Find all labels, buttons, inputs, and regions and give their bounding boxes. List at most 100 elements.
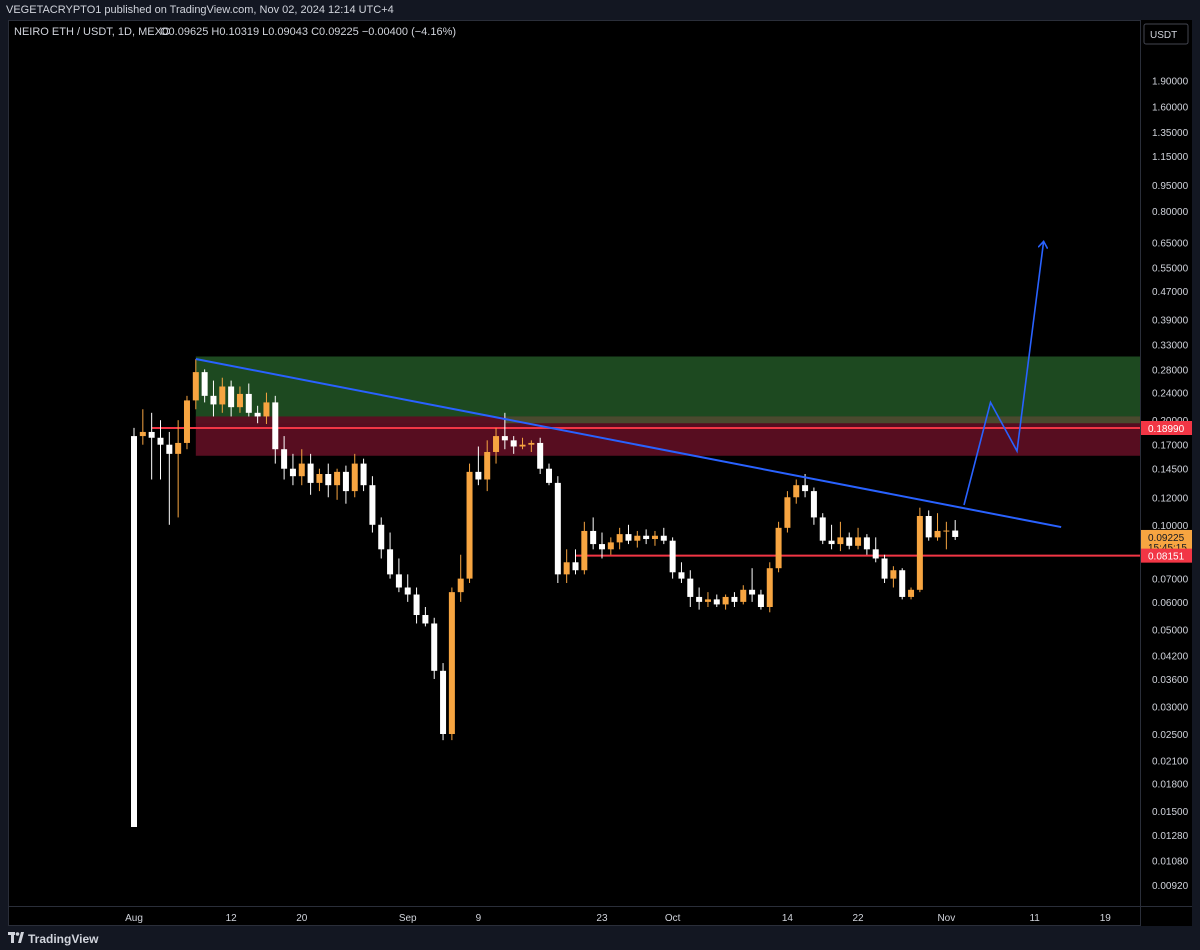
candle-body: [131, 436, 137, 827]
candle-body: [351, 463, 358, 492]
candle-body: [908, 589, 915, 597]
candle-body: [766, 568, 773, 607]
currency-box: [1143, 23, 1189, 45]
currency-label: USDT: [1150, 30, 1177, 41]
publisher-text: VEGETACRYPTO1 published on TradingView.c…: [6, 4, 394, 16]
candle-body: [148, 431, 155, 438]
candle-body: [881, 558, 888, 579]
y-tick-label: 0.33000: [1152, 341, 1189, 352]
candle-body: [828, 540, 835, 545]
candle-body: [387, 549, 394, 575]
y-tick-label: 0.04200: [1152, 652, 1189, 663]
candle-body: [563, 562, 570, 575]
candle-body: [598, 544, 605, 550]
y-tick-label: 0.65000: [1152, 238, 1189, 249]
candle-body: [272, 402, 279, 450]
y-tick-label: 1.15000: [1152, 152, 1189, 163]
x-tick-label: Sep: [399, 913, 417, 924]
candle-body: [740, 589, 747, 602]
candle-body: [819, 517, 826, 541]
y-tick-label: 0.24000: [1152, 389, 1189, 400]
candle-body: [925, 515, 932, 538]
candle-body: [943, 530, 950, 532]
y-tick-label: 0.07000: [1152, 575, 1189, 586]
candle-body: [952, 530, 959, 537]
y-tick-label: 0.03600: [1152, 675, 1189, 686]
countdown-label: 15:45:15: [1148, 543, 1187, 554]
ohlc-legend: O0.09625 H0.10319 L0.09043 C0.09225 −0.0…: [160, 26, 456, 38]
candle-body: [863, 537, 870, 550]
candle-body: [289, 468, 296, 477]
candle-body: [810, 491, 817, 518]
y-tick-label: 0.01500: [1152, 807, 1189, 818]
price-axis-bg: [1140, 20, 1192, 926]
x-tick-label: 20: [296, 913, 308, 924]
y-tick-label: 0.95000: [1152, 181, 1189, 192]
candle-body: [519, 444, 526, 447]
x-tick-label: Aug: [125, 913, 143, 924]
candle-body: [890, 570, 897, 579]
candle-body: [616, 534, 623, 543]
candle-body: [245, 393, 252, 413]
x-tick-label: 14: [782, 913, 794, 924]
candle-body: [166, 444, 173, 454]
candle-body: [537, 442, 544, 469]
y-tick-label: 0.02500: [1152, 730, 1189, 741]
x-tick-label: 12: [226, 913, 238, 924]
candle-body: [395, 574, 402, 588]
candle-body: [651, 535, 658, 540]
y-tick-label: 0.01080: [1152, 857, 1189, 868]
candle-body: [422, 615, 429, 624]
candle-body: [546, 468, 553, 483]
y-tick-label: 0.80000: [1152, 207, 1189, 218]
candle-body: [749, 589, 756, 595]
candle-body: [607, 542, 614, 550]
candle-body: [298, 463, 305, 477]
y-tick-label: 0.02100: [1152, 756, 1189, 767]
candle-body: [175, 442, 182, 454]
x-tick-label: Nov: [937, 913, 955, 924]
price-label: 0.09225: [1148, 533, 1185, 544]
y-tick-label: 0.17000: [1152, 441, 1189, 452]
candle-body: [183, 400, 190, 443]
candle-body: [669, 540, 676, 573]
price-chart[interactable]: USDT 1.90000 1.60000 1.35000 1.15000 0.95000 0…: [8, 20, 1192, 926]
candle-body: [493, 436, 500, 452]
candle-body: [793, 485, 800, 498]
footer-brand: TradingView: [28, 932, 99, 946]
candle-body: [846, 537, 853, 546]
y-tick-label: 0.10000: [1152, 521, 1189, 532]
candle-body: [899, 570, 906, 597]
candle-body: [572, 562, 579, 571]
candle-body: [554, 482, 561, 575]
y-tick-label: 0.55000: [1152, 264, 1189, 275]
symbol-legend: NEIRO ETH / USDT, 1D, MEXC: [14, 26, 170, 38]
candle-body: [316, 474, 323, 483]
candle-body: [643, 535, 650, 540]
chart-frame: [8, 20, 1192, 926]
y-tick-label: 1.35000: [1152, 128, 1189, 139]
y-tick-label: 1.60000: [1152, 102, 1189, 113]
candle-body: [457, 578, 464, 593]
x-tick-label: Oct: [665, 913, 681, 924]
candle-body: [731, 596, 738, 602]
candle-body: [916, 515, 923, 590]
candle-body: [775, 527, 782, 569]
y-tick-label: 0.01800: [1152, 780, 1189, 791]
candle-body: [228, 386, 235, 408]
candle-body: [625, 534, 632, 541]
candle-body: [757, 594, 764, 607]
candle-body: [590, 530, 597, 545]
candle-body: [466, 471, 473, 579]
candle-body: [342, 471, 349, 492]
zone-overlap-band: [504, 416, 1140, 424]
y-tick-label: 0.00920: [1152, 881, 1189, 892]
candle-body: [484, 451, 491, 480]
candle-body: [934, 530, 941, 538]
y-tick-label: 0.12000: [1152, 493, 1189, 504]
candle-body: [475, 471, 482, 480]
candle-body: [510, 440, 517, 447]
candle-body: [660, 535, 667, 541]
candle-body: [855, 537, 862, 546]
y-tick-label: 0.39000: [1152, 315, 1189, 326]
